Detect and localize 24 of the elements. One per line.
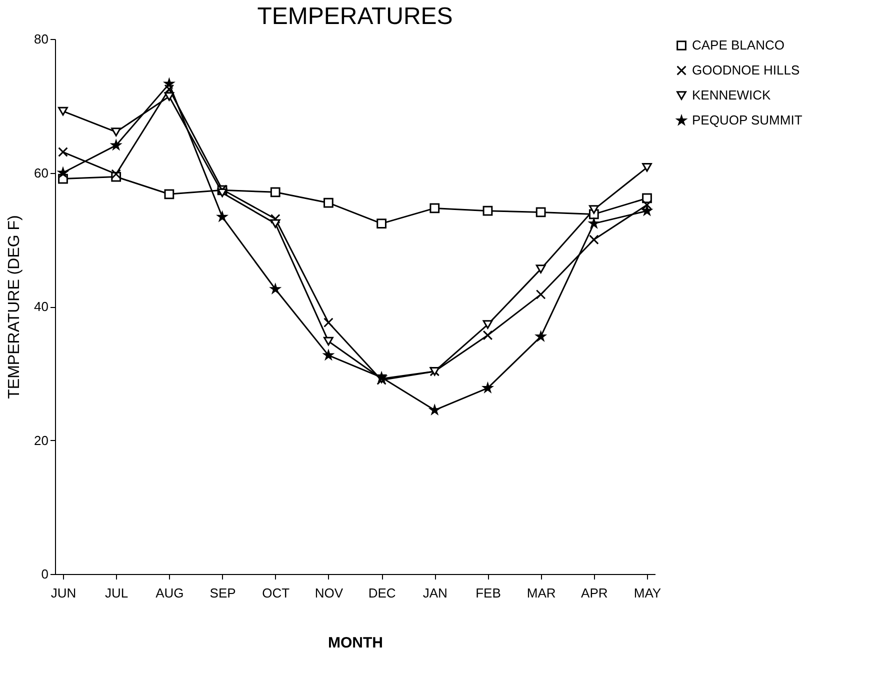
legend-label: PEQUOP SUMMIT [692,112,802,128]
x-tick-label: JUN [50,586,76,600]
y-tick-label: 20 [34,432,48,448]
x-tick-label: FEB [476,586,501,600]
y-tick-label: 40 [34,299,48,314]
y-tick-label: 80 [34,32,48,46]
x-tick-label: AUG [156,586,184,600]
y-axis-title: TEMPERATURE (DEG F) [6,215,24,399]
chart-title: TEMPERATURES [257,3,453,30]
x-tick-label: OCT [262,586,290,600]
legend-label: CAPE BLANCO [692,38,784,52]
legend-label: GOODNOE HILLS [692,62,800,78]
x-tick-label: JAN [422,586,448,600]
x-tick-label: SEP [210,586,236,600]
y-tick-label: 60 [34,165,48,180]
x-tick-label: JUL [105,586,128,600]
x-tick-label: MAY [634,586,662,600]
x-tick-label: APR [581,586,608,600]
x-tick-label: NOV [314,586,344,600]
x-tick-label: MAR [526,586,556,600]
x-tick-label: DEC [368,586,396,600]
y-tick-label: 0 [41,566,48,582]
x-axis-title: MONTH [328,634,383,652]
legend-label: KENNEWICK [692,88,772,102]
